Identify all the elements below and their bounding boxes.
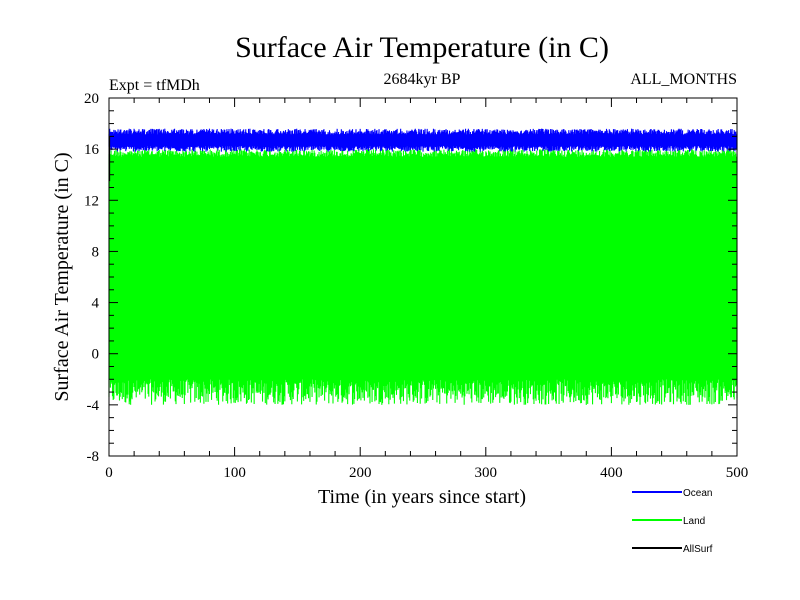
x-tick-label: 100 (223, 465, 246, 481)
ocean-line (108, 128, 738, 152)
legend-label: Land (683, 516, 705, 527)
y-tick-label: -4 (87, 398, 100, 414)
experiment-label: Expt = tfMDh (109, 77, 200, 94)
y-tick-label: 12 (84, 193, 99, 209)
y-tick-label: 16 (84, 142, 100, 158)
plot-series (108, 128, 738, 405)
chart-subtitle: 2684kyr BP (384, 71, 461, 88)
y-tick-label: 20 (84, 91, 99, 107)
series-ocean (108, 128, 738, 152)
y-axis-label: Surface Air Temperature (in C) (51, 152, 73, 401)
x-axis-label: Time (in years since start) (318, 486, 526, 508)
legend-item: Ocean (632, 488, 712, 499)
legend-item: Land (632, 516, 705, 527)
period-label: ALL_MONTHS (630, 71, 737, 88)
x-tick-label: 400 (600, 465, 623, 481)
land-line (108, 149, 738, 405)
legend-label: Ocean (683, 488, 712, 499)
tick-labels: 0 100 200 300 400 500 -8 -4 0 4 8 12 16 20 (84, 91, 748, 481)
x-tick-label: 300 (475, 465, 498, 481)
y-tick-label: 8 (92, 244, 100, 260)
axis-ticks (108, 97, 738, 457)
legend-item: AllSurf (632, 544, 713, 555)
x-tick-label: 500 (726, 465, 749, 481)
legend: Ocean Land AllSurf (632, 488, 713, 555)
y-tick-label: 4 (92, 296, 100, 312)
series-land (108, 149, 738, 405)
y-tick-label: 0 (92, 347, 100, 363)
legend-label: AllSurf (683, 544, 713, 555)
x-tick-label: 200 (349, 465, 372, 481)
chart-title: Surface Air Temperature (in C) (235, 31, 609, 64)
x-tick-label: 0 (105, 465, 113, 481)
y-tick-label: -8 (87, 449, 100, 465)
